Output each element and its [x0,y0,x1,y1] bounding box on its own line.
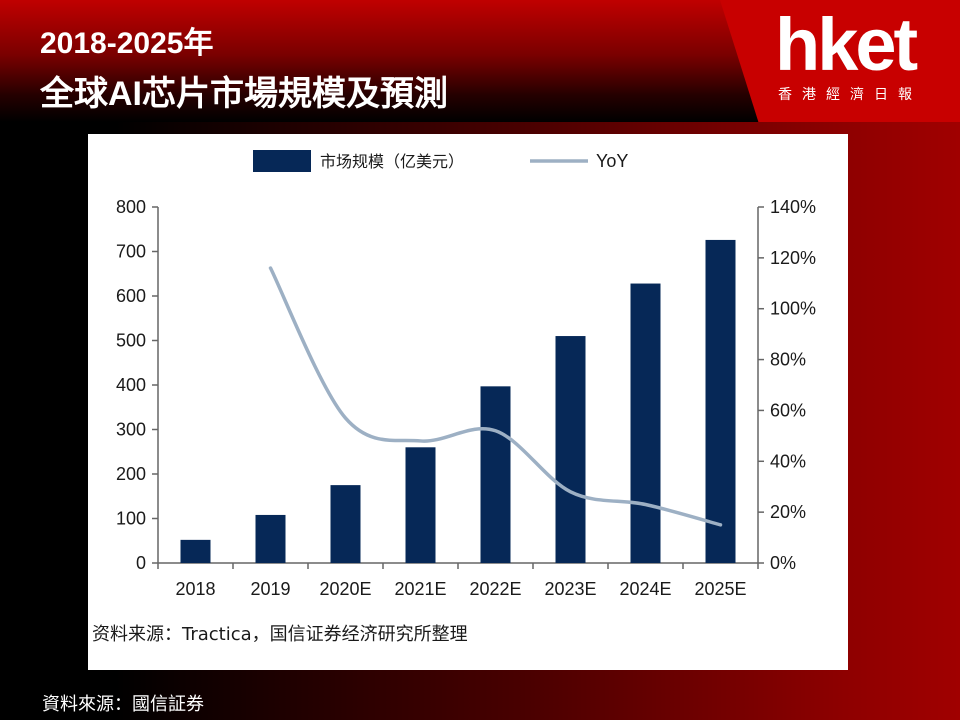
left-axis-tick-label: 100 [116,509,146,529]
legend-label-bar: 市场规模（亿美元） [320,152,464,171]
bar-2024E [630,283,661,563]
logo-panel [720,0,960,122]
yoy-line [268,266,723,527]
legend-swatch-bar [253,150,311,172]
bar-2021E [405,447,436,563]
x-axis-tick-label: 2021E [394,579,446,599]
x-axis-tick-label: 2019 [250,579,290,599]
right-axis-tick-label: 80% [770,350,806,370]
right-axis-tick-label: 20% [770,502,806,522]
right-axis-tick-label: 40% [770,451,806,471]
x-axis-tick-label: 2024E [619,579,671,599]
bar-2023E [555,336,586,563]
left-axis-tick-label: 200 [116,464,146,484]
bar-2018 [180,539,211,563]
left-axis-tick-label: 400 [116,375,146,395]
header-bar: 2018-2025年 全球AI芯片市場規模及預測 hket 香港經濟日報 [0,0,960,122]
chart: 0 100 200 300 400 500 600 700 800 0% 20% 40% 60% 80% 1… [116,150,816,599]
bar-2019 [255,514,286,563]
footer-source: 資料來源：國信証券 [42,694,204,715]
logo-subtitle: 香港經濟日報 [778,86,922,102]
page-title-line1: 2018-2025年 [40,27,214,60]
left-axis-tick-label: 600 [116,286,146,306]
left-axis-tick-label: 0 [136,553,146,573]
x-axis-tick-label: 2018 [175,579,215,599]
x-axis-tick-label: 2020E [319,579,371,599]
bar-2025E [705,239,736,563]
page-title-line2: 全球AI芯片市場規模及預測 [40,75,448,113]
bar-2022E [480,386,511,563]
x-axis-tick-label: 2022E [469,579,521,599]
right-axis-tick-label: 140% [770,197,816,217]
right-axis-tick-label: 100% [770,299,816,319]
left-axis-tick-label: 800 [116,197,146,217]
chart-source-note: 资料来源：Tractica，国信证券经济研究所整理 [92,624,468,645]
right-axis-tick-label: 120% [770,248,816,268]
legend-label-line: YoY [596,151,628,171]
x-axis-tick-label: 2025E [694,579,746,599]
left-axis-tick-label: 500 [116,331,146,351]
left-axis-tick-label: 700 [116,242,146,262]
logo: hket [775,3,918,86]
right-axis-tick-label: 0% [770,553,796,573]
right-axis-tick-label: 60% [770,400,806,420]
left-axis-tick-label: 300 [116,420,146,440]
x-axis-tick-label: 2023E [544,579,596,599]
bar-2020E [330,485,361,563]
chart-panel: 0 100 200 300 400 500 600 700 800 0% 20% 40% 60% 80% 1… [88,134,848,670]
